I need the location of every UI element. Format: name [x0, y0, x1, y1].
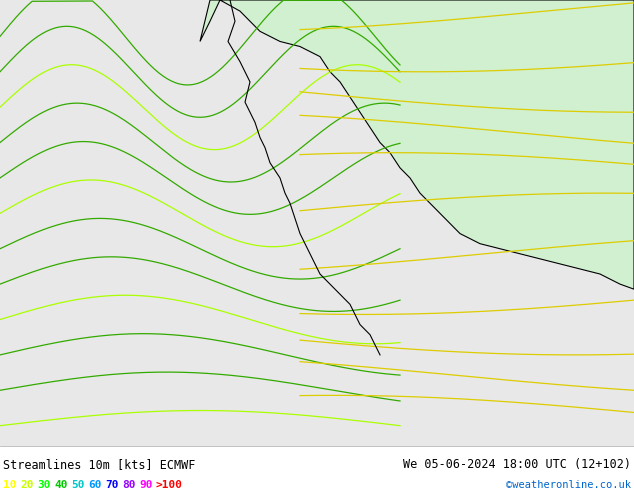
Text: >100: >100	[156, 480, 183, 490]
Text: 70: 70	[105, 480, 119, 490]
Text: 50: 50	[71, 480, 84, 490]
Text: 40: 40	[54, 480, 67, 490]
Text: 60: 60	[88, 480, 101, 490]
Text: Streamlines 10m [kts] ECMWF: Streamlines 10m [kts] ECMWF	[3, 458, 195, 471]
Text: 80: 80	[122, 480, 136, 490]
Polygon shape	[0, 0, 634, 446]
Text: 20: 20	[20, 480, 34, 490]
Text: ©weatheronline.co.uk: ©weatheronline.co.uk	[506, 480, 631, 490]
Polygon shape	[200, 0, 634, 289]
Text: 90: 90	[139, 480, 153, 490]
Text: 10: 10	[3, 480, 16, 490]
Text: 30: 30	[37, 480, 51, 490]
Text: We 05-06-2024 18:00 UTC (12+102): We 05-06-2024 18:00 UTC (12+102)	[403, 458, 631, 471]
